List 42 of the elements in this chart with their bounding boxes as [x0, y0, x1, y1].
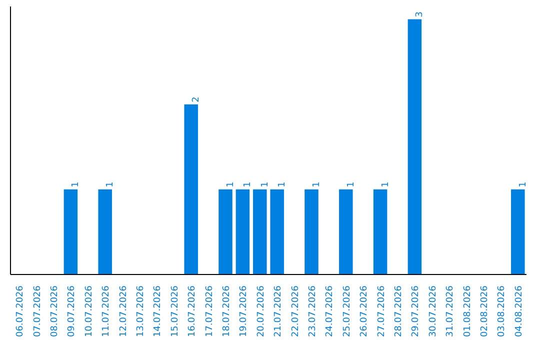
x-tick-label: 25.07.2026 [342, 285, 352, 338]
x-tick-label: 27.07.2026 [376, 285, 387, 338]
x-tick-label: 21.07.2026 [274, 285, 284, 338]
data-label: 2 [192, 96, 202, 102]
x-tick-label: 13.07.2026 [136, 285, 146, 338]
x-tick-label: 23.07.2026 [308, 285, 318, 338]
x-tick-label: 19.07.2026 [239, 285, 250, 338]
x-tick-label: 22.07.2026 [290, 285, 301, 338]
x-tick-label: 01.08.2026 [462, 285, 473, 338]
x-tick-label: 03.08.2026 [497, 285, 508, 338]
x-tick-label: 09.07.2026 [67, 285, 78, 338]
x-tick-label: 26.07.2026 [360, 285, 370, 338]
x-tick-label: 15.07.2026 [170, 285, 180, 338]
x-tick-label: 08.07.2026 [50, 285, 60, 338]
data-label: 1 [106, 182, 116, 188]
data-label: 1 [278, 182, 288, 188]
x-tick-label: 12.07.2026 [118, 285, 129, 338]
x-tick-label: 10.07.2026 [84, 285, 94, 338]
x-tick-label: 11.07.2026 [102, 285, 112, 338]
data-label: 1 [71, 182, 82, 188]
x-tick-label: 04.08.2026 [514, 285, 524, 338]
data-label: 1 [380, 182, 391, 188]
x-tick-label: 18.07.2026 [222, 285, 232, 338]
x-tick-label: 20.07.2026 [256, 285, 266, 338]
x-tick-label: 06.07.2026 [16, 285, 26, 338]
x-tick-label: 02.08.2026 [480, 285, 490, 338]
x-tick-label: 28.07.2026 [394, 285, 404, 338]
x-tick-label: 17.07.2026 [204, 285, 215, 338]
data-label: 1 [518, 182, 528, 188]
data-label: 1 [260, 182, 270, 188]
data-label: 1 [226, 182, 236, 188]
x-tick-label: 24.07.2026 [325, 285, 336, 338]
data-label: 1 [346, 182, 356, 188]
data-label: 1 [243, 182, 254, 188]
x-tick-label: 16.07.2026 [188, 285, 198, 338]
x-tick-label: 07.07.2026 [32, 285, 43, 338]
x-tick-label: 14.07.2026 [153, 285, 164, 338]
x-tick-label: 29.07.2026 [411, 285, 422, 338]
data-label: 1 [312, 182, 322, 188]
x-tick-label: 30.07.2026 [428, 285, 438, 338]
data-label: 3 [415, 12, 426, 18]
x-tick-label: 31.07.2026 [446, 285, 456, 338]
